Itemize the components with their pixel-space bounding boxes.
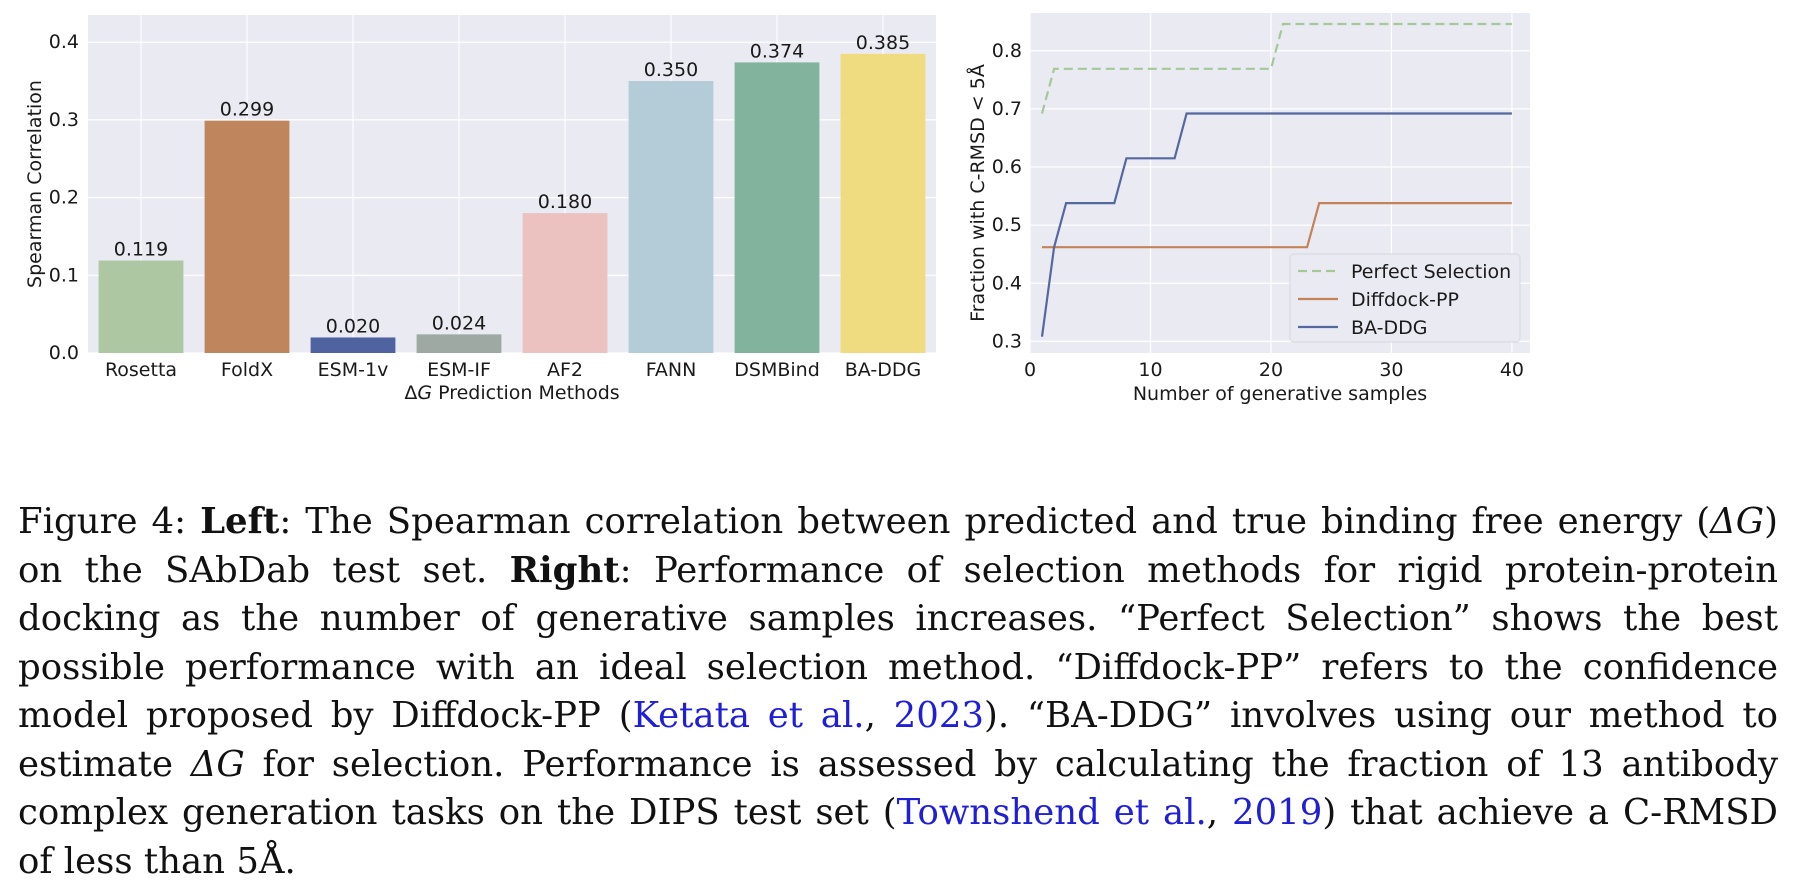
series-line-ba-ddg bbox=[1040, 112, 1512, 337]
line-y-tick-label: 0.6 bbox=[992, 156, 1022, 178]
line-y-tick-label: 0.3 bbox=[992, 330, 1022, 352]
bar-y-axis-label: Spearman Correlation bbox=[24, 80, 46, 288]
spearman-bar-chart: 0.0 0.1 0.2 0.3 0.4 0.119 Rosetta 0.299 FoldX 0.0… bbox=[24, 13, 1530, 405]
bar-x-axis-label: ΔG Prediction Methods bbox=[404, 382, 619, 404]
bar-x-tick-label: FoldX bbox=[221, 359, 273, 381]
caption-text: , bbox=[1206, 792, 1232, 833]
caption-text: ). “BA-DDG” involves using our method to… bbox=[18, 695, 1778, 785]
caption-text: : The Spearman correlation between predi… bbox=[279, 501, 1711, 542]
bar-y-tick-label: 0.4 bbox=[49, 31, 79, 53]
caption-text: ) on the SAbDab test set. bbox=[18, 501, 1778, 591]
citation-link-ketata[interactable]: Ketata et al. bbox=[632, 695, 865, 736]
caption-text: , bbox=[864, 695, 894, 736]
bar-dsmbind bbox=[734, 62, 820, 353]
figure-caption: Figure 4: Left: The Spearman correlation… bbox=[18, 498, 1778, 886]
series-line-diffdock-pp bbox=[1042, 202, 1512, 249]
bar-y-tick-label: 0.1 bbox=[49, 264, 79, 286]
delta-g-symbol: ΔG bbox=[190, 743, 245, 785]
bar-x-tick-label: DSMBind bbox=[734, 359, 820, 381]
line-x-tick-label: 30 bbox=[1379, 359, 1403, 381]
line-y-tick-label: 0.7 bbox=[992, 98, 1022, 120]
bar-value-label: 0.350 bbox=[644, 59, 698, 81]
citation-link-townshend[interactable]: Townshend et al. bbox=[896, 792, 1207, 833]
bar-fann bbox=[628, 81, 714, 354]
bar-value-label: 0.299 bbox=[220, 99, 274, 121]
line-y-tick-label: 0.5 bbox=[992, 214, 1022, 236]
bar-y-tick-label: 0.3 bbox=[49, 109, 79, 131]
bar-x-tick-label: ESM-1v bbox=[318, 359, 389, 381]
bar-esm-1v bbox=[310, 337, 396, 353]
bar-value-label: 0.024 bbox=[432, 312, 486, 334]
bar-value-label: 0.374 bbox=[750, 40, 804, 62]
legend-box bbox=[1289, 253, 1521, 343]
figure-4: 0.0 0.1 0.2 0.3 0.4 0.119 Rosetta 0.299 FoldX 0.0… bbox=[24, 13, 1530, 405]
caption-text: for selection. Performance is assessed b… bbox=[18, 743, 1778, 834]
line-x-tick-label: 20 bbox=[1259, 359, 1283, 381]
delta-g-symbol: ΔG bbox=[1710, 501, 1765, 542]
bar-esm-if bbox=[416, 334, 502, 353]
citation-year-ketata[interactable]: 2023 bbox=[893, 695, 984, 736]
bar-value-label: 0.020 bbox=[326, 315, 380, 337]
series-line-perfect-selection bbox=[1040, 22, 1512, 114]
line-x-tick-label: 0 bbox=[1024, 359, 1036, 381]
bar-x-tick-label: AF2 bbox=[547, 359, 583, 381]
bar-rosetta bbox=[98, 260, 184, 353]
line-x-tick-label: 10 bbox=[1138, 359, 1162, 381]
caption-text: : Performance of selection methods for r… bbox=[18, 549, 1779, 737]
bar-x-tick-label: Rosetta bbox=[105, 359, 177, 381]
caption-left-label: Left bbox=[200, 501, 280, 542]
bar-x-tick-label: ESM-IF bbox=[427, 359, 491, 381]
line-y-axis-label: Fraction with C-RMSD < 5Å bbox=[966, 64, 989, 322]
figure-label: Figure 4: bbox=[18, 501, 187, 542]
bar-ba-ddg bbox=[840, 53, 926, 353]
bar-value-label: 0.385 bbox=[856, 32, 910, 54]
line-x-axis-label: Number of generative samples bbox=[1133, 383, 1427, 405]
bar-y-tick-label: 0.0 bbox=[49, 342, 79, 364]
bar-value-label: 0.180 bbox=[538, 191, 592, 213]
line-y-tick-label: 0.4 bbox=[992, 272, 1022, 294]
line-x-tick-label: 40 bbox=[1500, 359, 1524, 381]
bar-x-tick-label: FANN bbox=[646, 359, 697, 381]
caption-right-label: Right bbox=[509, 549, 620, 591]
bar-af2 bbox=[522, 213, 608, 353]
line-y-tick-label: 0.8 bbox=[992, 40, 1022, 62]
bar-x-tick-label: BA-DDG bbox=[845, 359, 921, 381]
bar-y-tick-label: 0.2 bbox=[49, 187, 79, 209]
citation-year-townshend[interactable]: 2019 bbox=[1231, 792, 1323, 833]
bar-foldx bbox=[204, 120, 290, 354]
legend-label: Perfect Selection bbox=[1351, 261, 1511, 283]
legend-label: Diffdock-PP bbox=[1351, 289, 1459, 311]
legend-label: BA-DDG bbox=[1351, 317, 1427, 339]
bar-value-label: 0.119 bbox=[114, 239, 168, 261]
